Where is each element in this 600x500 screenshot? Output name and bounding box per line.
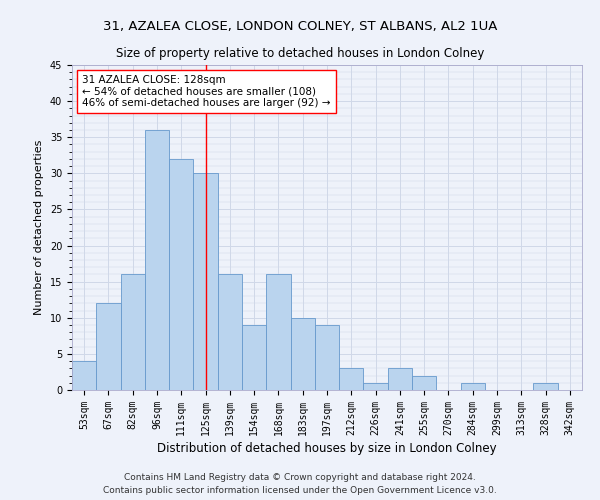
Bar xyxy=(96,304,121,390)
X-axis label: Distribution of detached houses by size in London Colney: Distribution of detached houses by size … xyxy=(157,442,497,455)
Bar xyxy=(339,368,364,390)
Bar xyxy=(145,130,169,390)
Bar xyxy=(364,383,388,390)
Text: 31, AZALEA CLOSE, LONDON COLNEY, ST ALBANS, AL2 1UA: 31, AZALEA CLOSE, LONDON COLNEY, ST ALBA… xyxy=(103,20,497,33)
Bar xyxy=(533,383,558,390)
Bar xyxy=(218,274,242,390)
Bar xyxy=(290,318,315,390)
Bar xyxy=(193,174,218,390)
Bar xyxy=(315,325,339,390)
Bar xyxy=(242,325,266,390)
Text: 31 AZALEA CLOSE: 128sqm
← 54% of detached houses are smaller (108)
46% of semi-d: 31 AZALEA CLOSE: 128sqm ← 54% of detache… xyxy=(82,74,331,108)
Text: Size of property relative to detached houses in London Colney: Size of property relative to detached ho… xyxy=(116,48,484,60)
Bar xyxy=(412,376,436,390)
Bar xyxy=(266,274,290,390)
Bar xyxy=(169,159,193,390)
Bar xyxy=(121,274,145,390)
Bar xyxy=(388,368,412,390)
Bar xyxy=(461,383,485,390)
Y-axis label: Number of detached properties: Number of detached properties xyxy=(34,140,44,315)
Bar xyxy=(72,361,96,390)
Text: Contains HM Land Registry data © Crown copyright and database right 2024.
Contai: Contains HM Land Registry data © Crown c… xyxy=(103,473,497,495)
